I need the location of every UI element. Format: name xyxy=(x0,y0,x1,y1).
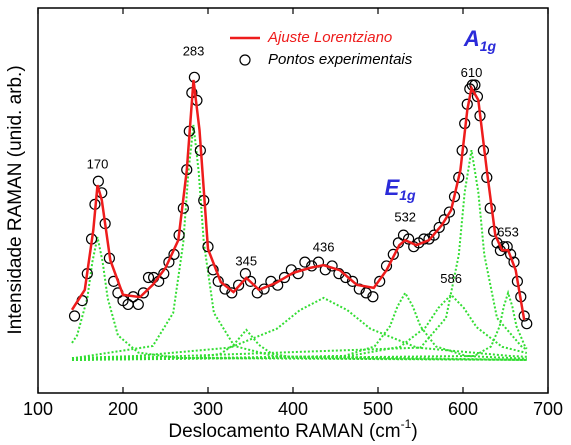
data-point xyxy=(374,275,386,287)
data-point xyxy=(521,318,533,330)
component-curve xyxy=(71,296,527,359)
data-point xyxy=(360,287,372,299)
peak-label: 436 xyxy=(313,239,335,254)
peak-label: 610 xyxy=(461,65,483,80)
x-tick-label: 200 xyxy=(108,399,138,419)
x-tick-label: 500 xyxy=(363,399,393,419)
data-point xyxy=(403,233,415,245)
fit-line xyxy=(70,79,526,321)
x-tick-label: 300 xyxy=(193,399,223,419)
data-point xyxy=(244,275,257,287)
data-point xyxy=(299,256,311,268)
data-point xyxy=(518,310,530,322)
x-axis-label: Deslocamento RAMAN (cm-1) xyxy=(168,417,417,442)
data-point xyxy=(469,79,481,91)
data-point xyxy=(163,256,175,268)
data-point xyxy=(265,275,277,287)
data-point xyxy=(233,279,245,291)
data-point xyxy=(278,271,291,284)
peak-symbol: A1g xyxy=(463,26,497,54)
data-point xyxy=(137,287,149,299)
peak-symbol-main: E xyxy=(385,175,401,200)
data-point xyxy=(438,214,450,226)
data-point xyxy=(433,221,445,234)
legend-label: Ajuste Lorentziano xyxy=(267,29,392,46)
y-axis-label: Intensidade RAMAN (unid. arb.) xyxy=(5,65,26,334)
x-axis-label-text: Deslocamento RAMAN (cm xyxy=(168,421,400,442)
legend-marker xyxy=(239,54,251,66)
x-tick-label: 100 xyxy=(23,399,53,419)
data-point xyxy=(68,310,81,322)
peak-label: 586 xyxy=(440,271,462,286)
data-point xyxy=(428,229,440,241)
x-tick-label: 700 xyxy=(533,399,563,419)
data-point xyxy=(367,291,379,303)
data-point xyxy=(340,271,352,284)
data-point xyxy=(346,275,359,287)
peak-label: 653 xyxy=(497,224,519,239)
peak-symbol-sub: 1g xyxy=(399,187,416,203)
peak-label: 532 xyxy=(394,209,416,224)
peak-symbol: E1g xyxy=(385,175,416,203)
data-point xyxy=(142,271,155,284)
x-axis-label-sup: -1 xyxy=(401,417,412,431)
data-point xyxy=(443,206,455,218)
component-curve xyxy=(71,236,527,361)
component-curve xyxy=(71,124,527,361)
peak-symbol-main: A xyxy=(463,26,480,51)
data-point xyxy=(132,298,144,311)
x-axis-label-tail: ) xyxy=(411,421,417,442)
component-curve xyxy=(71,293,528,361)
data-point xyxy=(501,241,513,253)
data-point xyxy=(498,241,510,253)
component-curve xyxy=(71,149,528,361)
peak-label: 345 xyxy=(235,254,257,269)
data-point xyxy=(226,287,238,299)
peak-label: 170 xyxy=(87,157,109,172)
data-point xyxy=(92,175,104,187)
x-tick-label: 400 xyxy=(278,399,308,419)
x-tick-label: 600 xyxy=(448,399,478,419)
peak-label: 283 xyxy=(183,43,205,58)
peak-symbol-sub: 1g xyxy=(480,38,497,54)
legend-label: Pontos experimentais xyxy=(268,51,413,68)
